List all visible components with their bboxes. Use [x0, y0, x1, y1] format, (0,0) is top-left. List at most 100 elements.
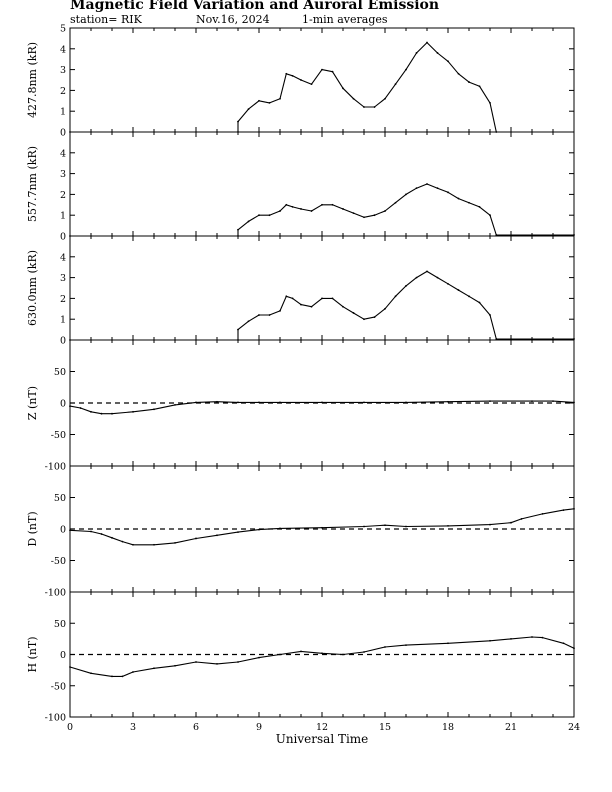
h-nt-data-point [363, 651, 365, 653]
z-nt-ytick-label: 0 [60, 399, 66, 410]
427-8nm-kr-data-point [285, 72, 288, 75]
427-8nm-kr-data-point [405, 68, 407, 71]
630-0nm-kr-ytick-label: 4 [60, 252, 66, 263]
557-7nm-kr-data-point [394, 201, 397, 204]
d-nt-series-line [69, 508, 575, 546]
h-nt-data-point [121, 675, 124, 678]
630-0nm-kr-data-point [268, 314, 271, 316]
h-nt-data-point [216, 662, 218, 665]
557-7nm-kr-data-point [258, 214, 260, 217]
630-0nm-kr-data-point [247, 320, 250, 323]
xtick-label: 12 [316, 722, 328, 733]
557-7nm-kr-data-point [426, 183, 428, 185]
z-nt-data-point [216, 400, 218, 403]
630-0nm-kr-data-point [573, 338, 575, 340]
630-0nm-kr-data-point [384, 307, 386, 310]
h-nt-data-point [531, 636, 533, 638]
427-8nm-kr-ytick-label: 2 [60, 86, 66, 97]
z-nt-data-point [258, 401, 260, 404]
d-nt-ytick-label: -100 [45, 588, 66, 599]
h-nt-ytick-label: 0 [60, 650, 66, 661]
h-nt-data-point [69, 666, 71, 668]
z-nt-data-point [405, 401, 407, 404]
630-0nm-kr-data-point [291, 297, 294, 300]
z-nt-data-point [531, 400, 533, 403]
557-7nm-kr-data-point [495, 234, 498, 236]
427-8nm-kr-ytick-label: 5 [60, 24, 66, 35]
427-8nm-kr-ytick-label: 0 [60, 128, 66, 139]
z-nt-data-point [111, 412, 113, 415]
630-0nm-kr-series-line [70, 270, 574, 341]
630-0nm-kr-data-point [285, 295, 288, 298]
557-7nm-kr-data-point [447, 191, 449, 194]
d-nt-data-point [541, 512, 544, 515]
427-8nm-kr-data-point [300, 79, 302, 81]
557-7nm-kr-data-point [268, 214, 271, 217]
427-8nm-kr-data-point [352, 97, 355, 100]
xtick-label: 6 [193, 722, 199, 733]
h-nt-data-point [195, 661, 197, 663]
427-8nm-kr-ytick-label: 4 [60, 44, 66, 55]
630-0nm-kr-data-point [331, 297, 334, 300]
d-nt-data-point [573, 507, 575, 510]
h-nt-data-point [237, 661, 239, 663]
d-nt-data-point [279, 527, 281, 530]
557-7nm-kr-data-point [573, 234, 575, 236]
630-0nm-kr-frame [69, 235, 575, 341]
h-nt-data-point [132, 671, 134, 673]
427-8nm-kr-data-point [258, 99, 260, 102]
557-7nm-kr-data-point [310, 210, 313, 212]
h-nt-series-line [69, 636, 575, 677]
557-7nm-kr-data-point [384, 210, 386, 212]
d-nt-data-point [153, 543, 155, 546]
630-0nm-kr-data-point [489, 314, 491, 316]
630-0nm-kr-ytick-label: 2 [60, 294, 66, 305]
427-8nm-kr-data-point [237, 120, 239, 123]
630-0nm-kr-ytick-label: 3 [60, 273, 66, 284]
630-0nm-kr-data-point [426, 270, 428, 273]
427-8nm-kr-frame [69, 27, 575, 133]
557-7nm-kr-data-point [247, 220, 250, 223]
xtick-label: 9 [256, 722, 262, 733]
557-7nm-kr-data-point [237, 228, 239, 231]
427-8nm-kr-ytick-label: 3 [60, 65, 66, 76]
630-0nm-kr-data-point [478, 301, 481, 304]
557-7nm-kr-data-point [352, 212, 355, 215]
xtick-label: 0 [67, 722, 73, 733]
d-nt-data-point [195, 537, 197, 540]
z-nt-data-point [79, 407, 82, 409]
630-0nm-kr-data-point [321, 297, 323, 300]
557-7nm-kr-ylabel: 557.7nm (kR) [26, 146, 39, 222]
d-nt-data-point [174, 541, 176, 544]
427-8nm-kr-data-point [291, 74, 294, 77]
557-7nm-kr-data-point [321, 203, 323, 206]
630-0nm-kr-ylabel: 630.0nm (kR) [26, 250, 39, 326]
z-nt-data-point [447, 400, 449, 403]
427-8nm-kr-data-point [342, 87, 344, 90]
630-0nm-kr-data-point [363, 318, 365, 321]
h-nt-data-point [90, 672, 92, 675]
557-7nm-kr-data-point [405, 193, 407, 196]
630-0nm-kr-data-point [342, 305, 344, 308]
427-8nm-kr-data-point [415, 52, 418, 54]
557-7nm-kr-data-point [291, 205, 294, 208]
557-7nm-kr-ytick-label: 2 [60, 190, 66, 201]
h-nt-data-point [342, 653, 344, 656]
d-nt-data-point [90, 530, 92, 533]
427-8nm-kr-data-point [468, 81, 470, 83]
427-8nm-kr-data-point [321, 68, 323, 71]
557-7nm-kr-data-point [478, 205, 481, 208]
z-nt-data-point [132, 410, 134, 413]
h-nt-data-point [573, 647, 575, 650]
427-8nm-kr-data-point [331, 70, 334, 73]
date-label: Nov.16, 2024 [196, 13, 270, 26]
557-7nm-kr-data-point [285, 203, 288, 206]
h-nt-ytick-label: -50 [51, 681, 66, 692]
557-7nm-kr-data-point [415, 187, 418, 190]
averaging-label: 1-min averages [302, 13, 388, 26]
z-nt-data-point [363, 401, 365, 404]
h-nt-data-point [321, 652, 323, 655]
d-nt-data-point [321, 526, 323, 529]
z-nt-data-point [237, 401, 239, 404]
d-nt-data-point [384, 524, 386, 527]
